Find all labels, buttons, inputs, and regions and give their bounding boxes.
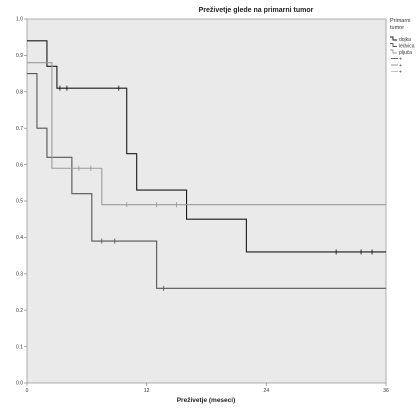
x-axis-title: Preživetje (meseci) (177, 397, 236, 404)
chart-title: Preživetje glede na primarni tumor (199, 7, 314, 14)
y-tick-label: 0.9 (16, 53, 23, 59)
y-axis: 0.0 0.1 0.2 0.3 0.4 0.5 0.6 0.7 0.8 0.9 1.0 (16, 17, 27, 387)
legend-label: dojka (399, 37, 411, 43)
legend-label: + (399, 70, 402, 76)
series-layer (27, 40, 386, 291)
y-tick-label: 0.7 (16, 126, 23, 132)
y-tick-label: 0.8 (16, 90, 23, 96)
legend-title-line: Primarni (390, 18, 410, 24)
y-tick-label: 0.1 (16, 344, 23, 350)
legend-title: Primarni tumor (390, 18, 410, 31)
legend-title-line: tumor (390, 25, 404, 31)
x-axis: 0 12 24 36 (26, 383, 389, 394)
y-tick-label: 0.6 (16, 162, 23, 168)
legend-label: ledvica (399, 44, 415, 50)
x-tick-label: 12 (144, 388, 150, 394)
x-tick-label: 24 (264, 388, 270, 394)
legend-swatch (390, 49, 397, 54)
legend-label: + (399, 63, 402, 69)
legend-label: pljuča (399, 50, 412, 56)
y-tick-label: 1.0 (16, 17, 23, 23)
legend-swatch (390, 43, 397, 47)
y-tick-label: 0.2 (16, 308, 23, 314)
series-line-pljuča (27, 62, 386, 206)
y-tick-label: 0.5 (16, 199, 23, 205)
x-tick-label: 36 (383, 388, 389, 394)
y-tick-label: 0.4 (16, 235, 23, 241)
plot-area (26, 18, 387, 384)
series-line-ledvica (27, 73, 386, 289)
legend-label: + (399, 57, 402, 63)
y-tick-label: 0.3 (16, 272, 23, 278)
legend-swatch (390, 36, 397, 41)
y-tick-label: 0.0 (16, 381, 23, 387)
series-line-dojka (27, 40, 386, 253)
x-tick-label: 0 (26, 388, 29, 394)
